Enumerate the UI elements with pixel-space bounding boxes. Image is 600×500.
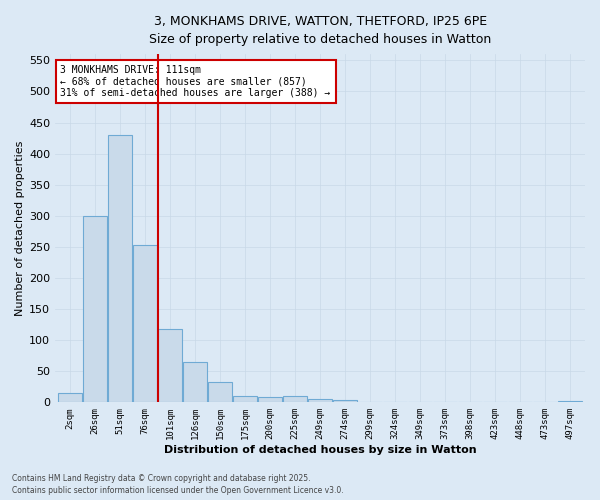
- Bar: [283, 396, 307, 402]
- Bar: [58, 393, 82, 402]
- Text: Contains HM Land Registry data © Crown copyright and database right 2025.
Contai: Contains HM Land Registry data © Crown c…: [12, 474, 344, 495]
- Bar: [183, 362, 207, 403]
- Title: 3, MONKHAMS DRIVE, WATTON, THETFORD, IP25 6PE
Size of property relative to detac: 3, MONKHAMS DRIVE, WATTON, THETFORD, IP2…: [149, 15, 491, 46]
- Bar: [108, 135, 132, 402]
- Bar: [83, 216, 107, 402]
- Bar: [333, 400, 357, 402]
- Bar: [558, 401, 582, 402]
- Y-axis label: Number of detached properties: Number of detached properties: [15, 140, 25, 316]
- Bar: [233, 396, 257, 402]
- Bar: [133, 245, 157, 402]
- Bar: [308, 399, 332, 402]
- X-axis label: Distribution of detached houses by size in Watton: Distribution of detached houses by size …: [164, 445, 476, 455]
- Text: 3 MONKHAMS DRIVE: 111sqm
← 68% of detached houses are smaller (857)
31% of semi-: 3 MONKHAMS DRIVE: 111sqm ← 68% of detach…: [61, 64, 331, 98]
- Bar: [158, 329, 182, 402]
- Bar: [208, 382, 232, 402]
- Bar: [258, 398, 282, 402]
